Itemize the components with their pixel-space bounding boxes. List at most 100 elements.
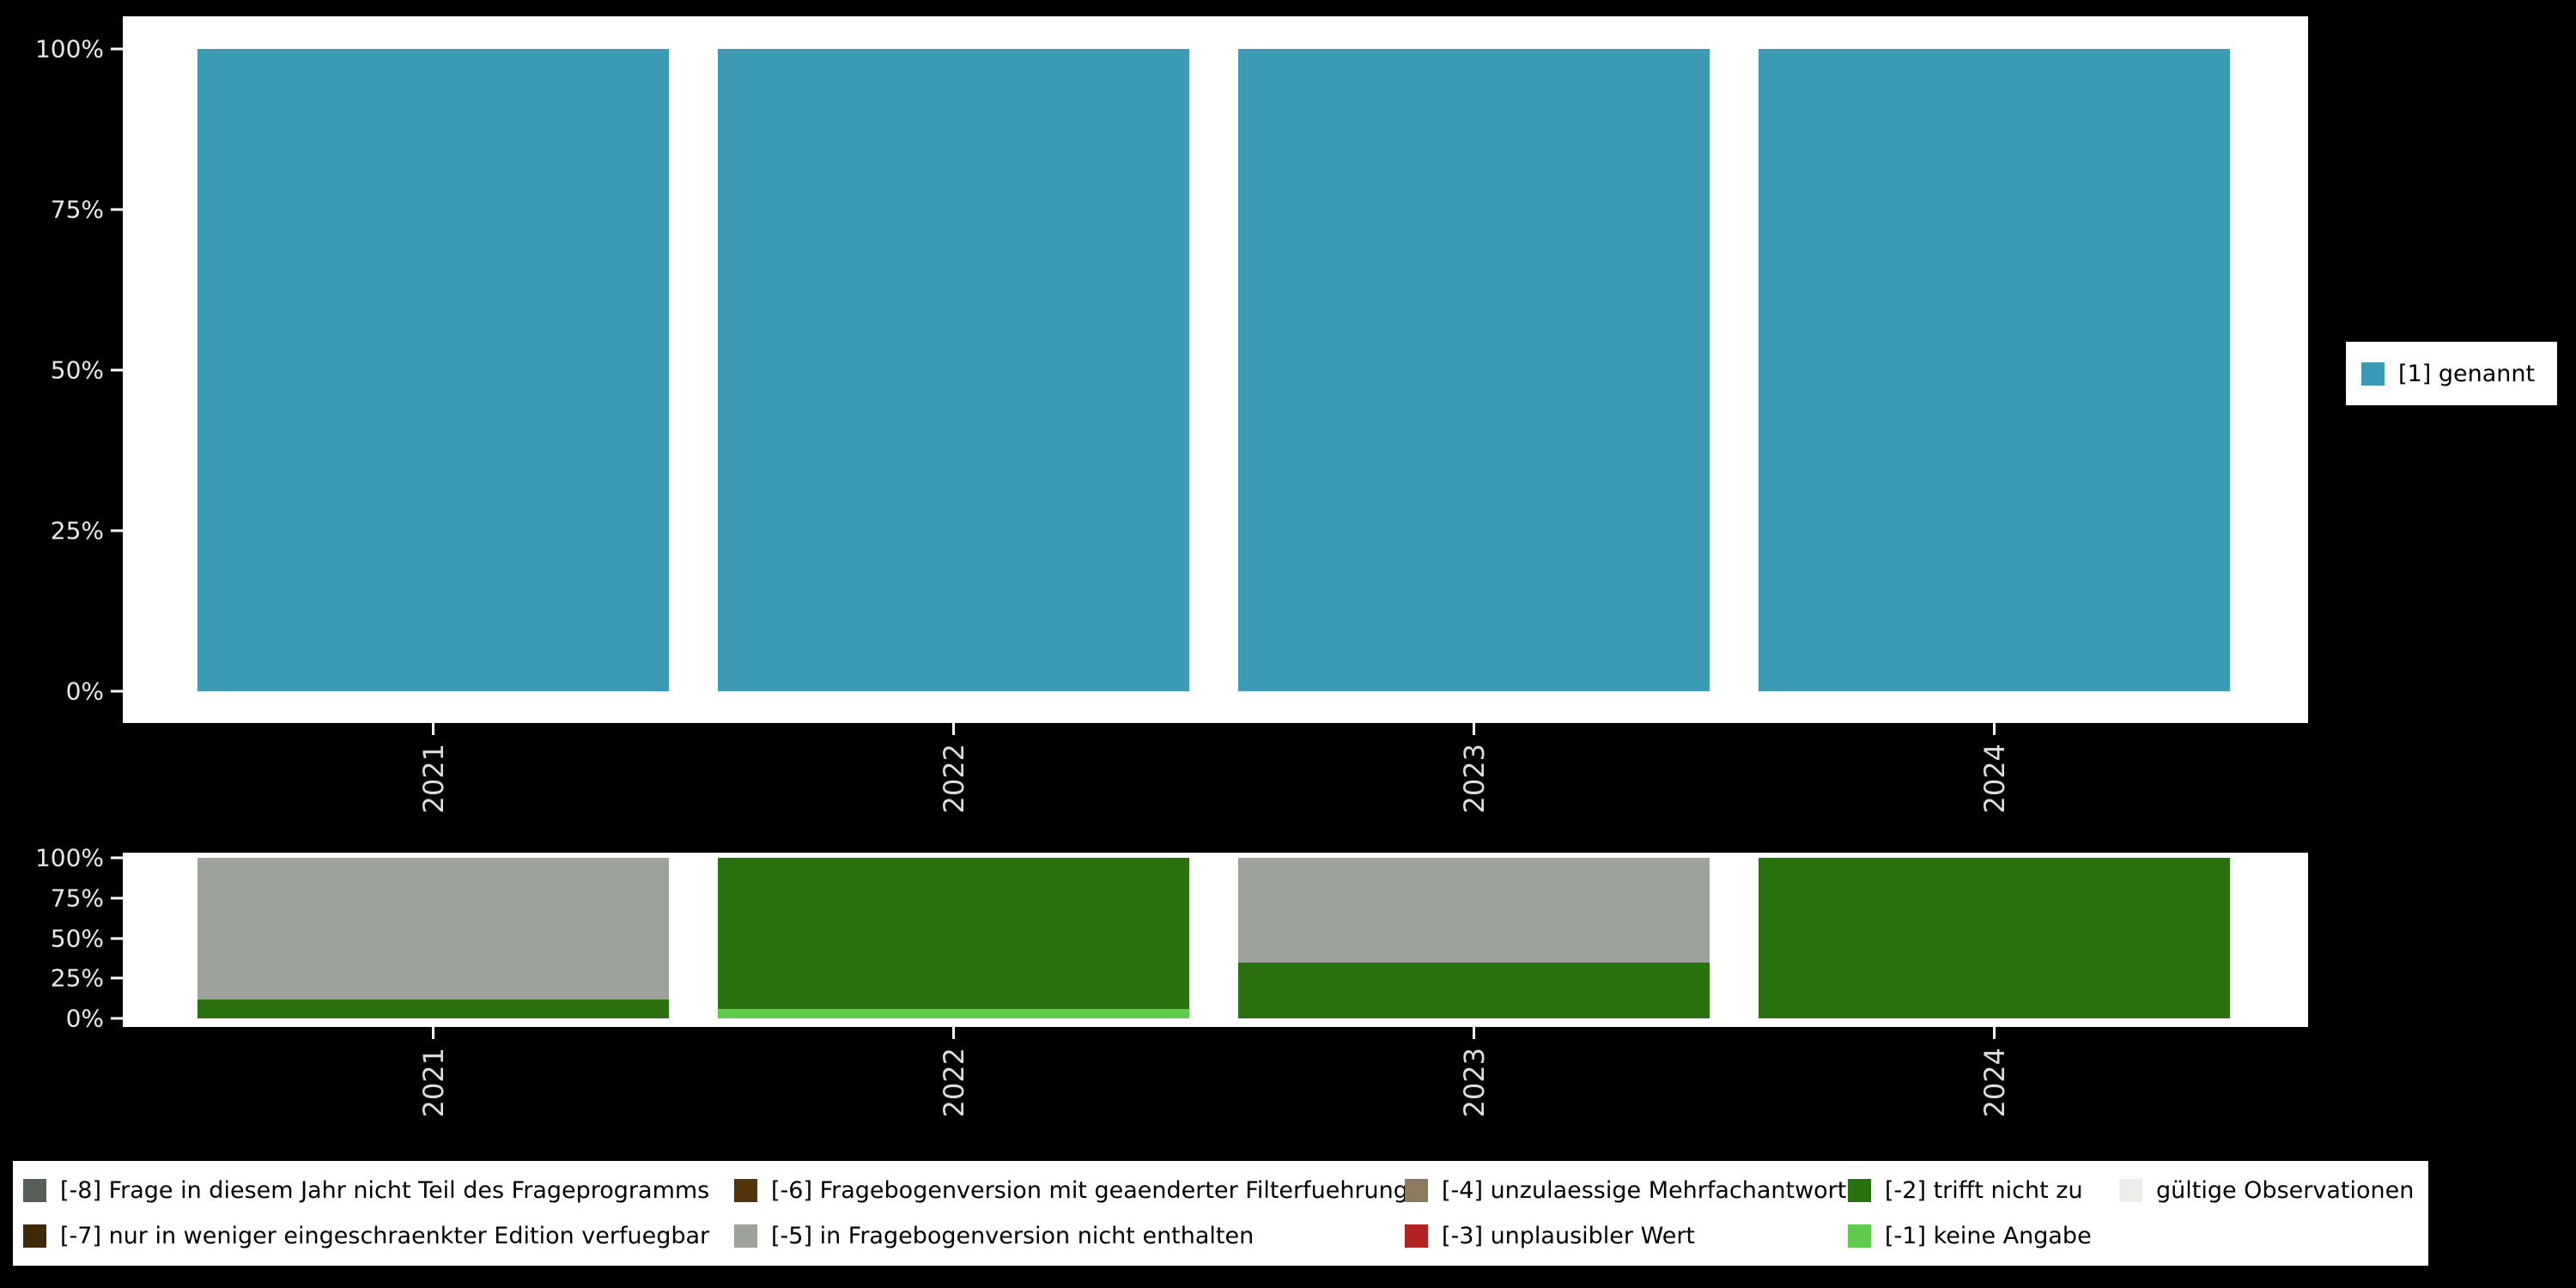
legend-label: gültige Observationen — [2156, 1177, 2415, 1204]
lower-y-axis: 0% 25% 50% 75% 100% — [0, 844, 123, 1033]
legend-swatch — [2119, 1179, 2142, 1202]
y-tick-label: 0% — [65, 1004, 104, 1033]
x-axis-label: 2024 — [1978, 744, 2011, 814]
x-tick-mark — [1993, 1027, 1996, 1039]
y-tick-label: 0% — [65, 677, 104, 706]
legend-label: [-1] keine Angabe — [1885, 1223, 2092, 1249]
x-axis-slot: 2023 — [1238, 723, 1710, 813]
bar-2023 — [1238, 49, 1710, 691]
legend-swatch — [734, 1224, 757, 1248]
y-tick-mark — [111, 976, 123, 980]
lower-bars — [197, 858, 2231, 1018]
y-tick-mark — [111, 856, 123, 860]
y-tick-mark — [111, 529, 123, 532]
bar-2024 — [1759, 858, 2230, 1018]
bar-segment — [718, 1008, 1189, 1018]
legend-entry: [-2] trifft nicht zu — [1848, 1177, 2119, 1204]
x-tick-mark — [1473, 1027, 1475, 1039]
legend-entry: [-1] keine Angabe — [1848, 1223, 2119, 1249]
bar-segment — [1759, 49, 2230, 691]
bar-2023 — [1238, 858, 1710, 1018]
legend-swatch — [1405, 1179, 1428, 1202]
y-tick-label: 50% — [50, 924, 104, 952]
legend-label: [-6] Fragebogenversion mit geaenderter F… — [771, 1177, 1408, 1204]
x-axis-label: 2022 — [937, 744, 970, 814]
y-tick-mark — [111, 208, 123, 211]
y-tick-label: 75% — [50, 884, 104, 913]
bar-2022 — [718, 858, 1189, 1018]
bar-2021 — [197, 49, 669, 691]
values-legend: [1] genannt — [2346, 342, 2557, 405]
legend-entry: [-7] nur in weniger eingeschraenkter Edi… — [23, 1223, 734, 1249]
bar-segment — [1238, 49, 1710, 691]
legend-swatch — [1848, 1224, 1871, 1248]
lower-plot-panel — [123, 853, 2308, 1027]
legend-swatch — [734, 1179, 757, 1202]
legend-swatch — [23, 1179, 46, 1202]
x-axis-label: 2021 — [416, 744, 450, 814]
legend-label: [-7] nur in weniger eingeschraenkter Edi… — [60, 1223, 710, 1249]
legend-entry: [-4] unzulaessige Mehrfachantwort — [1405, 1177, 1848, 1204]
bar-segment — [197, 49, 669, 691]
bar-2021 — [197, 858, 669, 1018]
x-axis-label: 2023 — [1457, 744, 1491, 814]
bar-segment — [1238, 962, 1710, 1018]
x-axis-slot: 2024 — [1759, 1027, 2230, 1117]
bar-segment — [718, 858, 1189, 1009]
y-tick-label: 25% — [50, 963, 104, 993]
missing-values-legend: [-8] Frage in diesem Jahr nicht Teil des… — [13, 1161, 2428, 1266]
x-tick-mark — [952, 1027, 955, 1039]
legend-entry: gültige Observationen — [2119, 1177, 2420, 1204]
legend-entry: [-8] Frage in diesem Jahr nicht Teil des… — [23, 1177, 734, 1204]
bar-segment — [718, 49, 1189, 691]
x-axis-slot: 2022 — [718, 723, 1189, 813]
legend-swatch — [23, 1224, 46, 1248]
x-tick-mark — [432, 1027, 434, 1039]
legend-label-genannt: [1] genannt — [2398, 360, 2536, 387]
x-axis-slot: 2021 — [197, 723, 669, 813]
y-tick-mark — [111, 937, 123, 939]
y-tick-label: 25% — [50, 516, 104, 545]
legend-entry: [-3] unplausibler Wert — [1405, 1223, 1848, 1249]
bar-2022 — [718, 49, 1189, 691]
legend-entry: [-6] Fragebogenversion mit geaenderter F… — [734, 1177, 1408, 1204]
legend-entry: [-5] in Fragebogenversion nicht enthalte… — [734, 1223, 1405, 1249]
bar-segment — [1238, 858, 1710, 963]
legend-swatch — [1405, 1224, 1428, 1248]
y-tick-mark — [111, 690, 123, 693]
y-tick-mark — [111, 47, 123, 51]
x-axis-slot: 2022 — [718, 1027, 1189, 1117]
y-tick-mark — [111, 896, 123, 900]
x-axis-slot: 2024 — [1759, 723, 2230, 813]
x-tick-mark — [432, 723, 434, 735]
bar-2024 — [1759, 49, 2230, 691]
legend-label: [-5] in Fragebogenversion nicht enthalte… — [771, 1223, 1255, 1249]
x-axis-label: 2021 — [416, 1048, 450, 1118]
upper-y-axis: 0% 25% 50% 75% 100% — [0, 35, 123, 706]
legend-swatch — [1848, 1179, 1871, 1202]
upper-bars — [197, 49, 2231, 691]
legend-label: [-3] unplausibler Wert — [1442, 1223, 1696, 1249]
lower-x-axis: 2021 2022 2023 2024 — [123, 1027, 2308, 1117]
y-tick-label: 100% — [34, 34, 104, 64]
upper-x-axis: 2021 2022 2023 2024 — [123, 723, 2308, 813]
y-tick-label: 50% — [50, 355, 104, 385]
bar-segment — [197, 999, 669, 1018]
y-tick-label: 100% — [34, 843, 104, 872]
legend-label: [-4] unzulaessige Mehrfachantwort — [1442, 1177, 1847, 1204]
upper-plot-panel — [123, 16, 2308, 723]
x-axis-label: 2023 — [1457, 1048, 1491, 1118]
y-tick-mark — [111, 1017, 123, 1020]
y-tick-label: 75% — [50, 195, 104, 224]
bar-segment — [1759, 858, 2230, 1018]
legend-label: [-2] trifft nicht zu — [1885, 1177, 2083, 1204]
bar-segment — [197, 858, 669, 999]
x-axis-slot: 2021 — [197, 1027, 669, 1117]
x-axis-label: 2022 — [937, 1048, 970, 1118]
y-tick-mark — [111, 368, 123, 372]
x-tick-mark — [1473, 723, 1475, 735]
x-axis-slot: 2023 — [1238, 1027, 1710, 1117]
x-tick-mark — [1993, 723, 1996, 735]
x-axis-label: 2024 — [1978, 1048, 2011, 1118]
x-tick-mark — [952, 723, 955, 735]
